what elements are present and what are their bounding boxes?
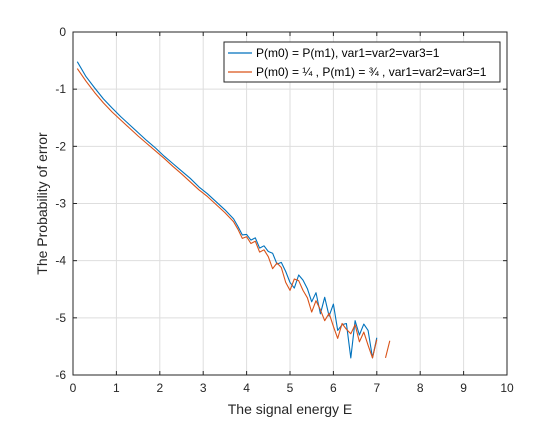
y-tick-label: 0 bbox=[59, 25, 66, 39]
y-axis-label: The Probability of error bbox=[34, 132, 50, 275]
y-tick-label: -3 bbox=[55, 197, 66, 211]
y-tick-label: -2 bbox=[55, 139, 66, 153]
x-tick-label: 6 bbox=[330, 381, 337, 395]
x-tick-label: 1 bbox=[113, 381, 120, 395]
x-tick-label: 0 bbox=[70, 381, 77, 395]
axis-ticks: 0 1 2 3 4 5 6 7 8 9 10 0 -1 -2 -3 -4 -5 -6 bbox=[55, 25, 514, 395]
legend-entry-series-1: P(m0) = P(m1), var1=var2=var3=1 bbox=[256, 46, 440, 60]
x-tick-label: 10 bbox=[500, 381, 514, 395]
x-tick-label: 5 bbox=[287, 381, 294, 395]
x-tick-label: 4 bbox=[243, 381, 250, 395]
x-tick-label: 7 bbox=[373, 381, 380, 395]
grid-lines bbox=[73, 32, 507, 375]
series-line-2 bbox=[76, 68, 391, 359]
y-tick-label: -1 bbox=[55, 82, 66, 96]
series-line-1 bbox=[76, 61, 378, 359]
x-tick-label: 2 bbox=[156, 381, 163, 395]
legend-entry-series-2: P(m0) = ¼ , P(m1) = ¾ , var1=var2=var3=1 bbox=[256, 65, 487, 79]
y-tick-label: -6 bbox=[55, 368, 66, 382]
series-lines bbox=[76, 61, 391, 359]
x-tick-label: 8 bbox=[417, 381, 424, 395]
y-tick-label: -5 bbox=[55, 311, 66, 325]
x-tick-label: 3 bbox=[200, 381, 207, 395]
y-tick-label: -4 bbox=[55, 254, 66, 268]
legend: P(m0) = P(m1), var1=var2=var3=1 P(m0) = … bbox=[223, 41, 501, 83]
x-axis-label: The signal energy E bbox=[228, 401, 353, 417]
legend-box bbox=[223, 41, 501, 83]
x-tick-label: 9 bbox=[460, 381, 467, 395]
